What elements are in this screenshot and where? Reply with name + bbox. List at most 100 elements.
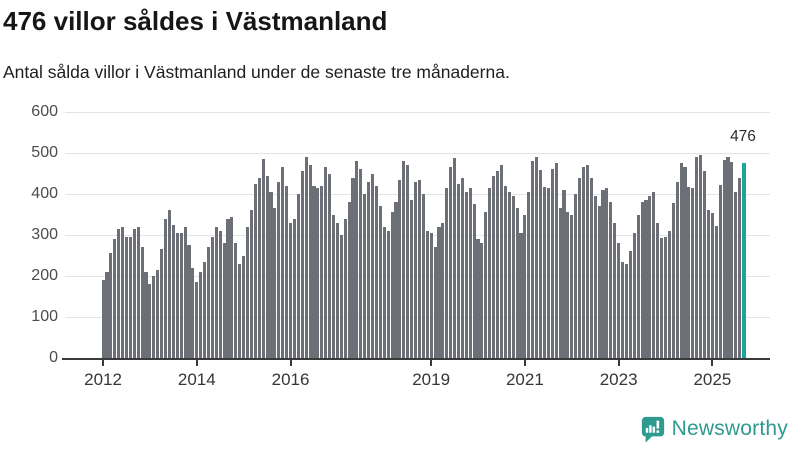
bar-month-147 bbox=[675, 181, 679, 358]
bar-month-114 bbox=[546, 187, 550, 358]
bar-month-20 bbox=[179, 232, 183, 358]
bar-month-141 bbox=[652, 191, 656, 358]
bar-month-92 bbox=[460, 177, 464, 358]
bar-month-69 bbox=[371, 173, 375, 358]
bar-month-8 bbox=[132, 228, 136, 358]
bar-month-29 bbox=[214, 226, 218, 358]
bar-month-134 bbox=[624, 263, 628, 358]
bar-month-135 bbox=[628, 251, 632, 358]
bar-month-28 bbox=[210, 237, 214, 358]
bar-month-151 bbox=[691, 188, 695, 358]
bar-month-74 bbox=[390, 212, 394, 358]
bar-month-120 bbox=[570, 214, 574, 358]
bar-month-139 bbox=[644, 200, 648, 358]
x-tick-label-2012: 2012 bbox=[84, 370, 122, 389]
bar-month-118 bbox=[562, 189, 566, 358]
bar-month-63 bbox=[347, 202, 351, 358]
bar-month-21 bbox=[183, 226, 187, 358]
bar-month-44 bbox=[273, 208, 277, 358]
bar-month-9 bbox=[136, 226, 140, 358]
bar-month-39 bbox=[253, 183, 257, 358]
bar-month-78 bbox=[406, 165, 410, 358]
bar-month-11 bbox=[144, 271, 148, 358]
bar-month-158 bbox=[718, 184, 722, 358]
bar-month-73 bbox=[386, 230, 390, 358]
x-tick-label-2016: 2016 bbox=[271, 370, 310, 389]
bar-month-17 bbox=[167, 210, 171, 358]
bar-month-138 bbox=[640, 202, 644, 358]
bar-month-15 bbox=[160, 249, 164, 358]
bar-month-123 bbox=[581, 167, 586, 358]
bar-month-137 bbox=[636, 214, 640, 358]
bar-month-34 bbox=[234, 243, 238, 358]
bar-month-66 bbox=[359, 169, 363, 358]
x-tick-label-2023: 2023 bbox=[599, 370, 638, 389]
bar-month-33 bbox=[230, 216, 234, 358]
bar-month-113 bbox=[542, 186, 546, 358]
y-tick-label-600: 600 bbox=[31, 103, 58, 120]
x-axis-line bbox=[62, 358, 770, 360]
bar-month-53 bbox=[308, 165, 312, 358]
bar-month-94 bbox=[468, 187, 472, 358]
bar-month-1 bbox=[105, 271, 109, 358]
y-tick-label-300: 300 bbox=[31, 226, 58, 243]
bar-month-153 bbox=[699, 155, 703, 358]
bar-month-122 bbox=[578, 177, 582, 358]
bar-month-4 bbox=[117, 228, 121, 358]
bar-month-60 bbox=[335, 222, 339, 358]
bar-month-22 bbox=[187, 245, 191, 358]
bar-month-111 bbox=[535, 157, 539, 358]
bar-month-72 bbox=[382, 226, 386, 358]
x-tick-label-2025: 2025 bbox=[693, 370, 732, 389]
x-tick-label-2014: 2014 bbox=[177, 370, 216, 389]
bar-month-27 bbox=[206, 247, 211, 358]
bar-month-149 bbox=[683, 166, 687, 358]
bar-month-50 bbox=[296, 194, 300, 358]
bar-month-18 bbox=[171, 224, 175, 358]
bar-month-155 bbox=[706, 210, 711, 358]
bar-month-41 bbox=[261, 159, 265, 358]
bar-month-162 bbox=[734, 191, 738, 358]
bar-month-91 bbox=[456, 183, 461, 358]
bar-month-12 bbox=[148, 284, 152, 358]
gridline-300 bbox=[65, 235, 770, 236]
bar-month-42 bbox=[265, 175, 269, 358]
bar-month-97 bbox=[480, 243, 484, 358]
bar-month-35 bbox=[238, 263, 242, 358]
x-tick-label-2019: 2019 bbox=[412, 370, 451, 389]
page-subtitle: Antal sålda villor i Västmanland under d… bbox=[3, 62, 510, 82]
bar-month-81 bbox=[417, 179, 421, 358]
bar-month-55 bbox=[316, 187, 320, 358]
bar-month-132 bbox=[617, 243, 621, 358]
bar-month-68 bbox=[367, 181, 371, 358]
bar-month-61 bbox=[339, 235, 343, 358]
bar-month-112 bbox=[538, 170, 543, 358]
bar-month-133 bbox=[621, 261, 625, 358]
bar-month-102 bbox=[499, 165, 503, 358]
bar-month-145 bbox=[667, 230, 671, 358]
bar-month-49 bbox=[292, 218, 296, 358]
newsworthy-wordmark: Newsworthy bbox=[671, 417, 788, 440]
bar-month-23 bbox=[191, 267, 195, 358]
bar-month-13 bbox=[152, 276, 156, 358]
x-tick-2016 bbox=[289, 358, 292, 366]
bar-month-129 bbox=[605, 187, 609, 358]
bar-month-70 bbox=[374, 185, 378, 358]
x-tick-2021 bbox=[523, 358, 526, 366]
bar-month-85 bbox=[433, 247, 437, 358]
gridline-400 bbox=[65, 194, 770, 195]
x-tick-2025 bbox=[711, 358, 714, 366]
bar-month-83 bbox=[425, 230, 429, 358]
bar-month-154 bbox=[703, 171, 707, 358]
bar-month-161 bbox=[730, 161, 734, 358]
bar-month-71 bbox=[378, 206, 382, 358]
y-tick-label-400: 400 bbox=[31, 185, 58, 202]
bar-month-98 bbox=[484, 212, 488, 358]
bar-month-65 bbox=[355, 161, 359, 358]
bar-month-107 bbox=[519, 232, 523, 358]
bar-month-101 bbox=[496, 171, 500, 358]
bar-month-67 bbox=[363, 194, 367, 358]
bar-month-96 bbox=[476, 239, 480, 358]
bar-month-108 bbox=[523, 214, 527, 358]
